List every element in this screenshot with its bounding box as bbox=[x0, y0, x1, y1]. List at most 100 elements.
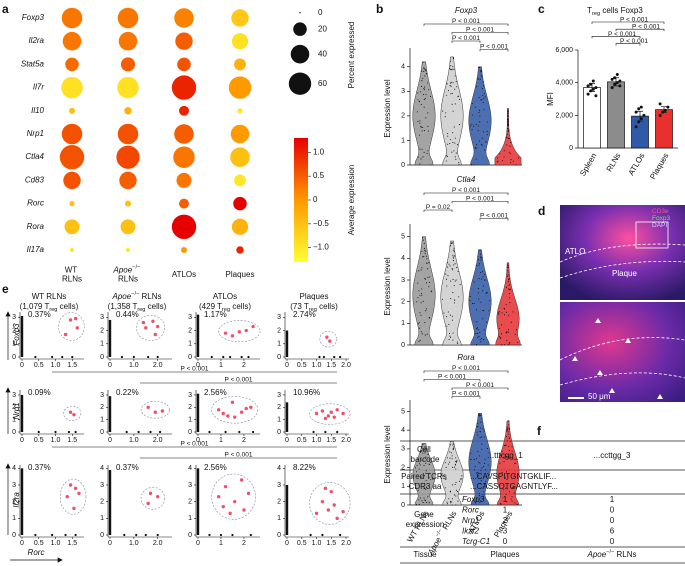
jitter-point bbox=[477, 125, 479, 127]
bracket bbox=[451, 40, 481, 43]
jitter-point bbox=[479, 78, 481, 80]
jitter-point bbox=[508, 277, 510, 280]
jitter-point bbox=[454, 464, 457, 466]
size-legend-title: Percent expressed bbox=[347, 22, 356, 89]
jitter-point bbox=[510, 321, 512, 323]
percent-label: 0.37% bbox=[28, 310, 51, 319]
bracket bbox=[423, 192, 509, 195]
chart-title: Treg cells Foxp3 bbox=[587, 6, 643, 17]
jitter-point bbox=[449, 142, 451, 145]
jitter-point bbox=[456, 342, 459, 345]
double-positive-point bbox=[233, 499, 237, 504]
jitter-point bbox=[512, 487, 514, 489]
jitter-point bbox=[509, 301, 511, 304]
jitter-point bbox=[509, 440, 511, 442]
double-positive-point bbox=[216, 494, 221, 499]
jitter-point bbox=[471, 302, 474, 305]
jitter-point bbox=[484, 458, 486, 460]
jitter-point bbox=[418, 327, 421, 329]
jitter-point bbox=[511, 446, 513, 448]
y-tick-label: 0 bbox=[569, 145, 573, 152]
jitter-point bbox=[478, 475, 480, 477]
gate bbox=[63, 405, 82, 422]
jitter-point bbox=[417, 323, 419, 325]
jitter-point bbox=[421, 447, 423, 449]
jitter-point bbox=[426, 268, 429, 270]
x-tick-label: 0.5 bbox=[297, 362, 307, 369]
jitter-point bbox=[507, 108, 509, 110]
jitter-point bbox=[470, 452, 472, 454]
axis-point bbox=[339, 355, 342, 359]
jitter-point bbox=[428, 463, 430, 465]
data-point bbox=[639, 105, 643, 109]
jitter-point bbox=[479, 501, 481, 503]
jitter-point bbox=[443, 475, 445, 477]
jitter-point bbox=[419, 464, 421, 466]
cell: 0 bbox=[610, 537, 615, 546]
jitter-point bbox=[425, 73, 427, 75]
jitter-point bbox=[512, 311, 514, 313]
y-tick-label: 0 bbox=[277, 354, 281, 361]
jitter-point bbox=[508, 138, 510, 140]
jitter-point bbox=[506, 130, 508, 132]
channel-label: DAPI bbox=[652, 222, 667, 229]
double-positive-point bbox=[325, 335, 329, 339]
jitter-point bbox=[426, 152, 428, 155]
violin bbox=[494, 108, 522, 166]
y-tick-label: 1 bbox=[188, 515, 192, 522]
dot bbox=[68, 107, 76, 114]
row-header: Tissue bbox=[413, 550, 437, 559]
jitter-point bbox=[451, 268, 453, 270]
scale-bar-label: 50 μm bbox=[588, 392, 611, 401]
jitter-point bbox=[423, 99, 425, 101]
jitter-point bbox=[483, 285, 485, 287]
jitter-point bbox=[455, 81, 457, 83]
axis-point bbox=[222, 355, 225, 359]
percent-label: 1.17% bbox=[204, 310, 227, 319]
jitter-point bbox=[452, 141, 454, 143]
jitter-point bbox=[479, 121, 481, 123]
row-header: Gene expression bbox=[406, 510, 445, 529]
bracket-label: P < 0.001 bbox=[438, 373, 466, 380]
jitter-point bbox=[441, 298, 443, 300]
jitter-point bbox=[508, 288, 510, 290]
jitter-point bbox=[444, 116, 446, 118]
jitter-point bbox=[481, 99, 483, 101]
jitter-point bbox=[479, 249, 481, 251]
jitter-point bbox=[447, 90, 450, 92]
jitter-point bbox=[427, 112, 429, 114]
x-tick-label: 0 bbox=[196, 362, 200, 369]
jitter-point bbox=[446, 457, 448, 459]
cell: 1 bbox=[503, 506, 508, 515]
gene-name: Nrp1 bbox=[462, 516, 479, 525]
jitter-point bbox=[488, 310, 490, 312]
jitter-point bbox=[449, 314, 452, 316]
bracket bbox=[423, 209, 453, 212]
panel-label: e bbox=[2, 282, 9, 296]
jitter-point bbox=[425, 93, 427, 95]
x-tick-label: 1 bbox=[219, 362, 223, 369]
jitter-point bbox=[425, 308, 427, 310]
jitter-point bbox=[503, 150, 505, 152]
jitter-point bbox=[451, 484, 454, 486]
jitter-point bbox=[445, 160, 447, 162]
x-axis-label: Rorc bbox=[28, 548, 45, 557]
x-tick-label: 2 bbox=[242, 362, 246, 369]
jitter-point bbox=[477, 130, 479, 132]
jitter-point bbox=[457, 491, 459, 493]
jitter-point bbox=[483, 85, 485, 87]
data-point bbox=[661, 110, 665, 114]
cell: Apoe−/− RLNs bbox=[586, 549, 636, 559]
jitter-point bbox=[450, 81, 452, 83]
cell: Plaques bbox=[491, 550, 520, 559]
jitter-point bbox=[455, 279, 457, 281]
jitter-point bbox=[422, 452, 424, 454]
double-positive-point bbox=[249, 405, 253, 409]
jitter-point bbox=[450, 65, 452, 67]
jitter-point bbox=[479, 431, 481, 433]
axis-point bbox=[37, 430, 40, 434]
percent-label: 0.09% bbox=[28, 388, 51, 397]
axis-point bbox=[229, 355, 232, 359]
jitter-point bbox=[449, 85, 451, 87]
jitter-point bbox=[505, 435, 507, 438]
